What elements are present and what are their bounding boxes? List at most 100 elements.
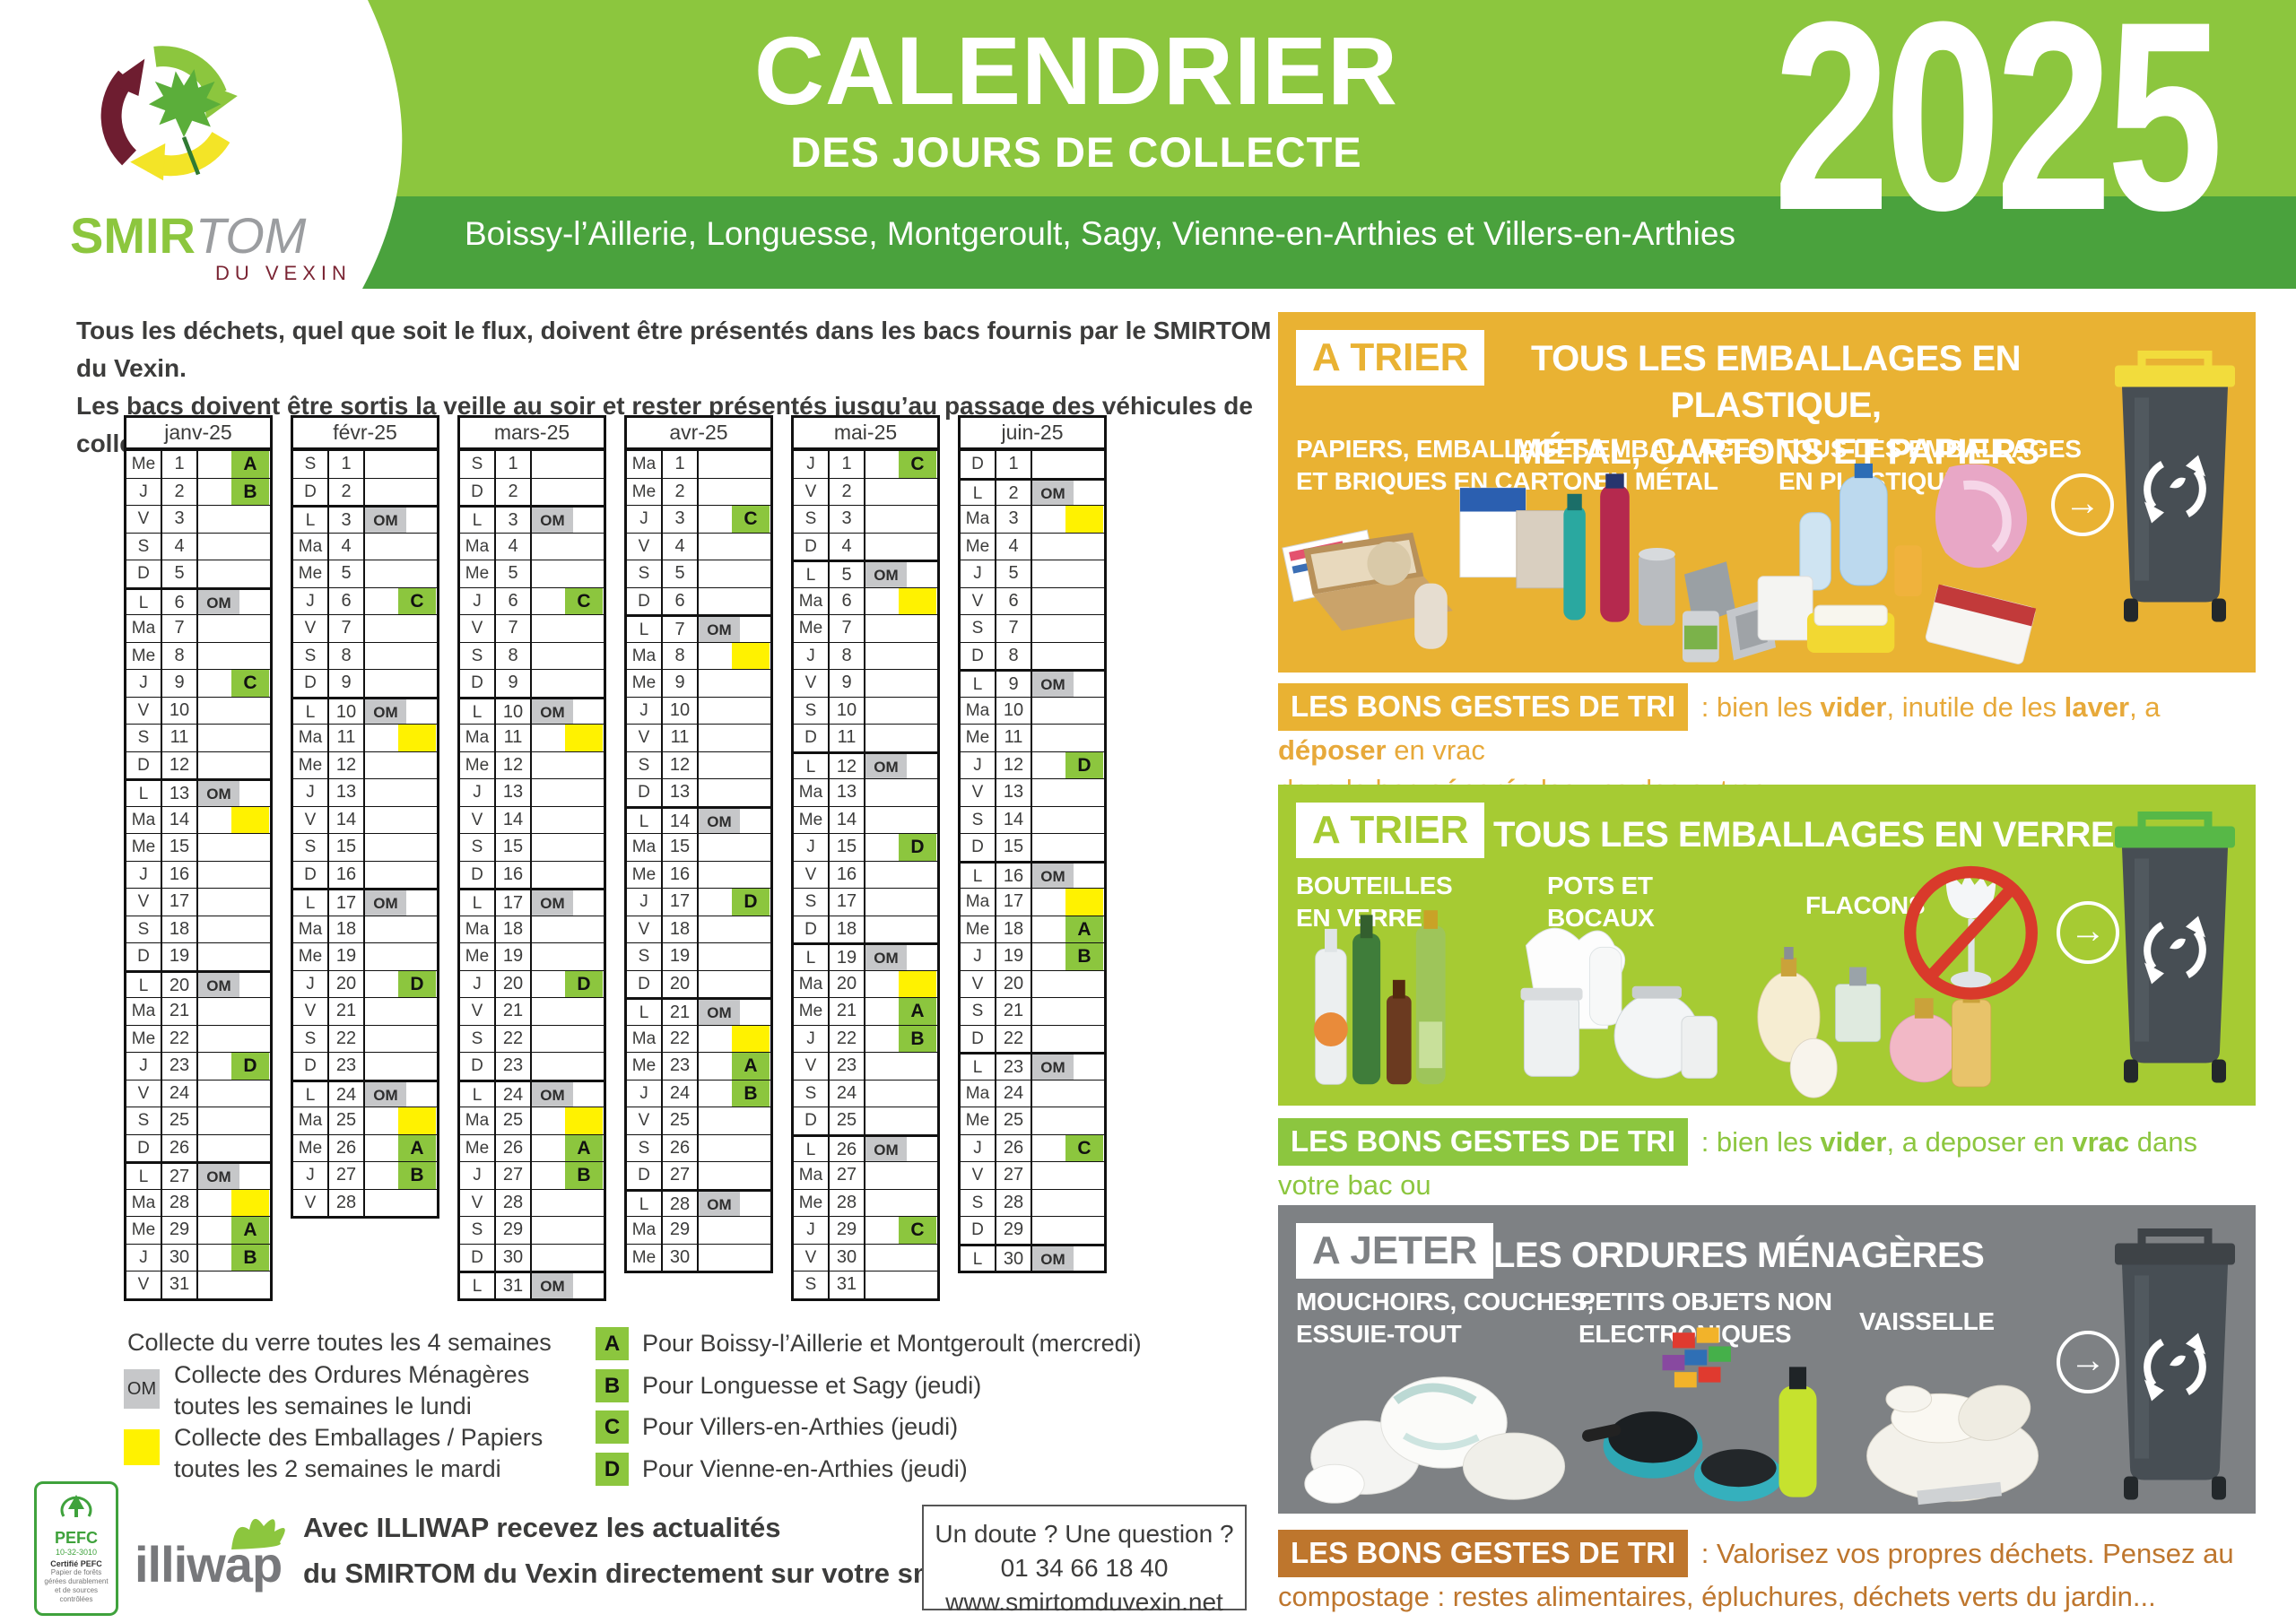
marker-cell [532,1053,604,1080]
day-letter: L [460,1273,496,1298]
calendar-day-row: L 14 OM [627,805,770,833]
day-number: 19 [663,943,699,970]
marker-cell: OM [865,753,937,778]
marker-cell [1032,506,1104,533]
day-letter: Me [126,451,162,478]
legend-emballages-text: Collecte des Emballages / Papiers toutes… [174,1422,543,1485]
month-table-juin-25: juin-25 D 1 L 2 OM Ma 3 Me 4 J 5 V 6 S 7 D 8 L 9 OM Ma 10 Me 11 J… [958,415,1107,1273]
calendar-day-row: L 27 OM [126,1161,270,1189]
day-number: 23 [663,1053,699,1080]
day-letter: S [627,1134,663,1161]
marker-cell: D [365,970,437,997]
gesture-chip: LES BONS GESTES DE TRI [1278,1118,1689,1166]
marker-cell [198,725,270,751]
calendar-day-row: Ma 27 [794,1161,937,1189]
calendar-day-row: S 17 [794,888,937,916]
day-number: 1 [162,451,198,478]
calendar-day-row: Me 19 [460,942,604,970]
day-letter: S [627,560,663,587]
calendar-day-row: V 11 [627,724,770,751]
day-number: 25 [996,1107,1032,1134]
marker-cell [532,479,604,506]
day-number: 17 [663,889,699,916]
om-marker: OM [699,617,740,642]
day-number: 11 [996,725,1032,751]
day-number: 28 [830,1189,865,1216]
gesture-segment: , inutile de les [1886,691,2065,723]
marker-cell [365,916,437,943]
legend-letter-chip-B: B [596,1368,629,1402]
legend-om-text: Collecte des Ordures Ménagères toutes le… [174,1359,529,1422]
marker-cell: OM [365,508,437,533]
calendar-day-row: S 14 [961,805,1104,833]
calendar-day-row: L 26 OM [794,1133,937,1161]
day-letter: V [126,889,162,916]
day-number: 16 [830,861,865,888]
day-letter: Ma [627,834,663,861]
pefc-code: 10-32-3010 [55,1547,98,1557]
day-letter: Ma [126,615,162,642]
day-letter: S [794,889,830,916]
day-letter: L [627,1000,663,1025]
day-letter: Ma [627,1025,663,1052]
day-letter: Me [126,834,162,861]
calendar-day-row: Ma 13 [794,778,937,806]
day-letter: V [794,1244,830,1271]
om-marker: OM [1032,1055,1074,1080]
day-letter: V [460,1189,496,1216]
marker-cell [365,1026,437,1053]
panel-tag: A JETER [1296,1223,1494,1279]
marker-cell [699,698,770,725]
day-number: 4 [996,533,1032,560]
marker-cell [532,916,604,943]
calendar-day-row: J 15 D [794,833,937,861]
day-letter: Ma [627,642,663,669]
marker-cell [198,834,270,861]
marker-cell [865,643,937,670]
day-letter: S [126,533,162,560]
calendar-day-row: D 18 [794,915,937,942]
day-number: 1 [329,451,365,478]
day-number: 10 [830,697,865,724]
marker-cell [198,534,270,560]
day-number: 16 [162,861,198,888]
calendar-day-row: Me 8 [126,641,270,669]
month-header: févr-25 [293,418,437,450]
calendar-day-row: J 27 B [460,1161,604,1189]
day-number: 9 [162,670,198,697]
bouteilles-photo [1287,906,1498,1103]
emballages-marker [398,725,436,751]
marker-cell [532,862,604,889]
day-number: 16 [996,863,1032,888]
day-number: 6 [830,587,865,614]
day-number: 13 [663,779,699,806]
day-number: 4 [329,533,365,560]
gesture-segment: laver [2064,691,2130,723]
day-number: 11 [329,725,365,751]
legend-emballages-line1: Collecte des Emballages / Papiers [174,1424,544,1451]
marker-cell [532,943,604,970]
day-letter: Ma [961,889,996,916]
calendar-day-row: Ma 25 [460,1107,604,1134]
day-letter: J [627,697,663,724]
marker-cell [1032,1107,1104,1134]
day-number: 24 [329,1081,365,1107]
marker-cell: OM [865,945,937,970]
marker-cell [198,889,270,916]
gesture-segment: : bien les [1693,691,1821,723]
day-number: 4 [663,533,699,560]
day-letter: S [460,834,496,861]
day-letter: V [794,1053,830,1080]
day-letter: L [293,508,329,533]
marker-cell [198,998,270,1025]
marker-cell [532,670,604,697]
calendar-day-row: V 28 [293,1188,437,1216]
day-letter: L [126,972,162,997]
marker-cell [699,1245,770,1271]
marker-cell [198,1026,270,1053]
